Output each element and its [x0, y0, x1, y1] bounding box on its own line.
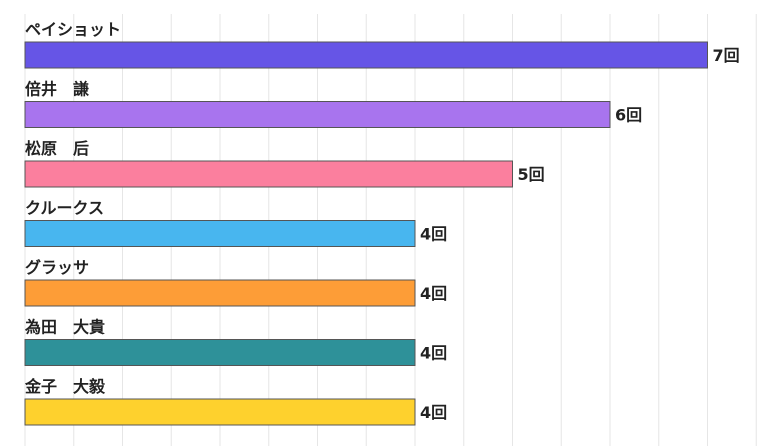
value-label: 4回: [420, 403, 447, 422]
category-label: クルークス: [25, 199, 104, 218]
value-label: 5回: [518, 165, 545, 184]
category-label: 為田 大貴: [25, 318, 105, 337]
category-label: 倍井 謙: [25, 80, 89, 99]
value-label: 7回: [713, 46, 740, 65]
bar-row: 金子 大毅 4回: [24, 377, 447, 426]
bar-row: 松原 后 5回: [24, 139, 545, 188]
value-label: 4回: [420, 225, 447, 244]
value-label: 4回: [420, 284, 447, 303]
bar: [24, 339, 416, 366]
bar: [24, 220, 416, 247]
bar-row: グラッサ 4回: [24, 258, 447, 307]
bar-row: クルークス 4回: [24, 199, 447, 247]
bar-row: ペイショット 7回: [24, 20, 740, 69]
bar: [24, 398, 416, 426]
value-label: 6回: [615, 106, 642, 125]
category-label: ペイショット: [25, 20, 121, 39]
value-label: 4回: [420, 344, 447, 363]
bar: [24, 41, 708, 69]
bar-row: 為田 大貴 4回: [24, 318, 447, 366]
bar: [24, 160, 513, 188]
bar: [24, 101, 611, 128]
category-label: 金子 大毅: [24, 377, 106, 396]
bar: [24, 279, 416, 307]
category-label: グラッサ: [25, 258, 89, 277]
bar-row: 倍井 謙 6回: [24, 80, 642, 128]
category-label: 松原 后: [25, 139, 89, 158]
